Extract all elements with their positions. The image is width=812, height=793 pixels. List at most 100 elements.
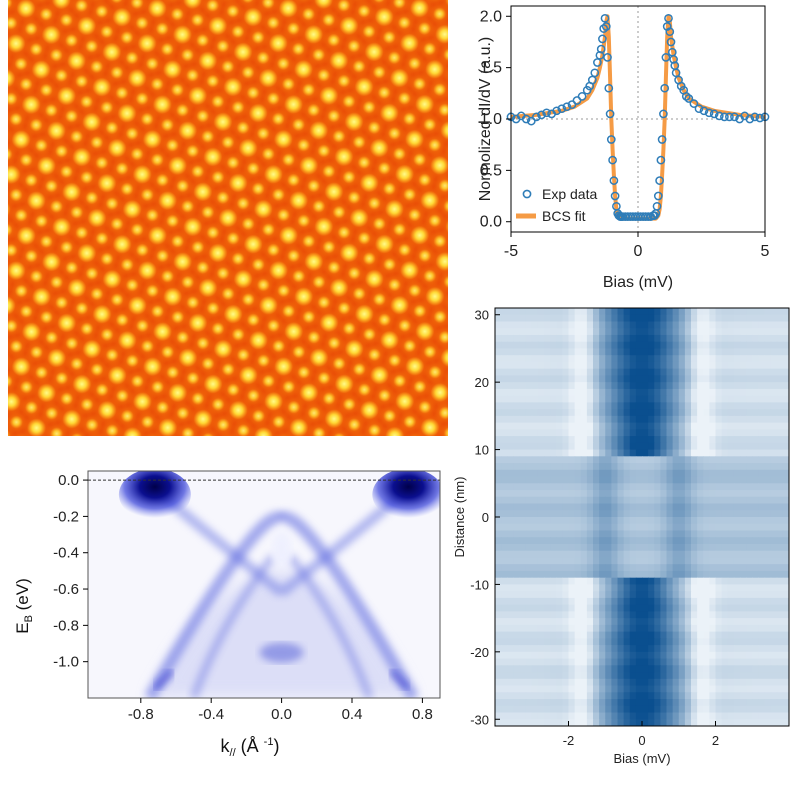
map-cell xyxy=(550,578,557,585)
map-cell xyxy=(771,456,778,463)
map-cell xyxy=(550,423,557,430)
stm-atom xyxy=(279,226,298,245)
map-cell xyxy=(685,706,692,713)
stm-atom xyxy=(12,130,31,149)
stm-atom xyxy=(317,296,330,309)
map-cell xyxy=(765,483,772,490)
map-cell xyxy=(581,706,588,713)
map-cell xyxy=(716,618,723,625)
map-cell xyxy=(734,510,741,517)
stm-atom xyxy=(55,296,68,309)
map-cell xyxy=(758,618,765,625)
map-cell xyxy=(685,692,692,699)
stm-atom xyxy=(400,34,419,53)
map-cell xyxy=(550,706,557,713)
map-cell xyxy=(520,551,527,558)
map-cell xyxy=(507,396,514,403)
map-cell xyxy=(624,375,631,382)
map-cell xyxy=(777,483,784,490)
map-cell xyxy=(526,355,533,362)
map-cell xyxy=(624,308,631,315)
map-cell xyxy=(691,618,698,625)
stm-atom xyxy=(131,223,144,236)
map-cell xyxy=(673,389,680,396)
map-cell xyxy=(587,328,594,335)
map-cell xyxy=(520,463,527,470)
map-cell xyxy=(599,665,606,672)
map-cell xyxy=(526,618,533,625)
map-cell xyxy=(703,652,710,659)
stm-atom xyxy=(138,34,157,53)
map-cell xyxy=(771,382,778,389)
map-cell xyxy=(544,692,551,699)
map-cell xyxy=(734,598,741,605)
map-cell xyxy=(599,335,606,342)
map-cell xyxy=(593,645,600,652)
map-cell xyxy=(513,544,520,551)
map-cell xyxy=(550,564,557,571)
map-cell xyxy=(777,578,784,585)
map-cell xyxy=(685,315,692,322)
map-cell xyxy=(556,463,563,470)
map-cell xyxy=(618,672,625,679)
map-cell xyxy=(642,578,649,585)
map-cell xyxy=(636,632,643,639)
map-cell xyxy=(746,436,753,443)
map-cell xyxy=(556,706,563,713)
map-cell xyxy=(630,706,637,713)
map-cell xyxy=(648,632,655,639)
map-cell xyxy=(605,564,612,571)
map-cell xyxy=(765,557,772,564)
map-cell xyxy=(758,504,765,511)
map-cell xyxy=(667,443,674,450)
map-cell xyxy=(654,497,661,504)
map-cell xyxy=(605,456,612,463)
map-cell xyxy=(599,470,606,477)
map-cell xyxy=(679,443,686,450)
map-cell xyxy=(605,328,612,335)
map-cell xyxy=(685,537,692,544)
map-cell xyxy=(660,699,667,706)
map-cell xyxy=(642,719,649,726)
map-cell xyxy=(771,369,778,376)
map-cell xyxy=(556,638,563,645)
exp-data-point xyxy=(579,93,586,100)
map-cell xyxy=(716,611,723,618)
stm-atom xyxy=(229,401,248,420)
map-cell xyxy=(697,382,704,389)
map-cell xyxy=(667,530,674,537)
map-cell xyxy=(618,632,625,639)
map-cell xyxy=(771,605,778,612)
map-cell xyxy=(728,591,735,598)
map-cell xyxy=(734,530,741,537)
map-cell xyxy=(526,699,533,706)
map-cell xyxy=(569,557,576,564)
stm-atom xyxy=(98,401,117,420)
map-cell xyxy=(526,578,533,585)
map-cell xyxy=(667,598,674,605)
map-cell xyxy=(740,659,747,666)
map-cell xyxy=(544,423,551,430)
stm-atom xyxy=(277,284,290,297)
map-cell xyxy=(740,706,747,713)
stm-atom xyxy=(277,57,290,70)
map-cell xyxy=(520,369,527,376)
map-cell xyxy=(556,611,563,618)
map-cell xyxy=(777,369,784,376)
stm-atom xyxy=(30,43,43,56)
map-cell xyxy=(758,517,765,524)
stm-atom xyxy=(418,173,431,186)
map-cell xyxy=(630,713,637,720)
map-cell xyxy=(526,362,533,369)
map-cell xyxy=(520,423,527,430)
map-cell xyxy=(507,375,514,382)
map-cell xyxy=(624,571,631,578)
stm-atom xyxy=(232,101,245,114)
map-cell xyxy=(562,477,569,484)
map-cell xyxy=(575,632,582,639)
map-cell xyxy=(575,429,582,436)
map-cell xyxy=(513,315,520,322)
map-cell xyxy=(771,665,778,672)
map-cell xyxy=(758,362,765,369)
map-cell xyxy=(550,530,557,537)
